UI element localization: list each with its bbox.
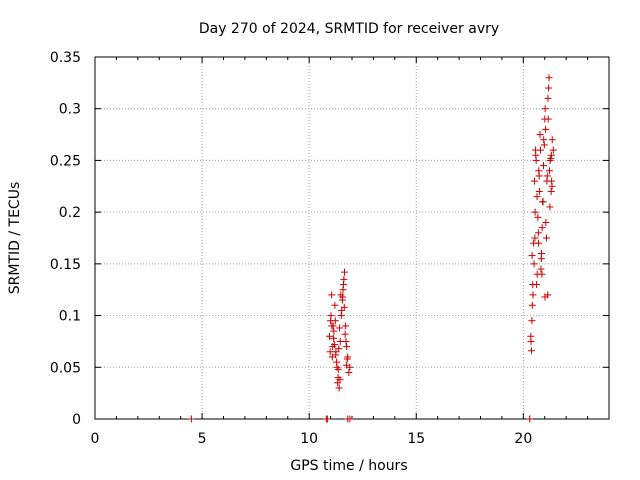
- data-point: [345, 368, 353, 376]
- data-point: [531, 208, 539, 216]
- y-tick-label: 0.35: [50, 50, 81, 66]
- data-point: [330, 341, 338, 349]
- data-point: [536, 131, 544, 139]
- data-point: [540, 141, 548, 149]
- y-tick-label: 0.25: [50, 153, 81, 169]
- data-point: [331, 317, 339, 325]
- data-point: [545, 74, 553, 82]
- chart-title: Day 270 of 2024, SRMTID for receiver avr…: [199, 21, 499, 37]
- y-tick-label: 0.2: [59, 205, 81, 221]
- data-points: [187, 74, 557, 423]
- data-point: [546, 203, 554, 211]
- data-point: [341, 268, 349, 276]
- y-axis: 0 0.05 0.1 0.15 0.2 0.25 0.3 0.35: [50, 50, 609, 428]
- data-point: [528, 252, 536, 260]
- data-point: [538, 270, 546, 278]
- data-point: [542, 218, 550, 226]
- data-point: [537, 265, 545, 273]
- y-tick-label: 0.15: [50, 257, 81, 273]
- data-point: [326, 332, 334, 340]
- x-tick-label: 5: [198, 431, 207, 447]
- data-point: [538, 224, 546, 232]
- y-tick-label: 0.1: [59, 309, 81, 325]
- data-point: [326, 348, 334, 356]
- data-point: [341, 330, 349, 338]
- data-point: [323, 415, 331, 423]
- data-point: [534, 229, 542, 237]
- data-point: [540, 136, 548, 144]
- data-point: [527, 347, 535, 355]
- data-point: [342, 361, 350, 369]
- data-point: [335, 384, 343, 392]
- data-point: [548, 136, 556, 144]
- data-point: [187, 415, 195, 423]
- data-point: [545, 167, 553, 175]
- data-point: [340, 275, 348, 283]
- data-point: [535, 172, 543, 180]
- data-point: [542, 234, 550, 242]
- data-point: [531, 234, 539, 242]
- data-point: [528, 317, 536, 325]
- data-point: [346, 415, 354, 423]
- x-tick-label: 10: [300, 431, 318, 447]
- data-point: [527, 337, 535, 345]
- data-point: [526, 415, 534, 423]
- data-point: [547, 187, 555, 195]
- y-tick-label: 0: [72, 412, 81, 428]
- data-point: [535, 239, 543, 247]
- x-tick-label: 20: [514, 431, 532, 447]
- data-point: [343, 355, 351, 363]
- data-point: [339, 286, 347, 294]
- data-point: [537, 255, 545, 263]
- data-point: [544, 115, 552, 123]
- data-point: [328, 322, 336, 330]
- data-point: [328, 291, 336, 299]
- data-point: [547, 154, 555, 162]
- grid-lines: [95, 57, 609, 419]
- x-axis-label: GPS time / hours: [290, 458, 407, 474]
- x-axis: 0 5 10 15 20: [91, 57, 589, 447]
- data-point: [327, 312, 335, 320]
- data-point: [330, 334, 338, 342]
- y-axis-label: SRMTID / TECUs: [7, 182, 23, 295]
- data-point: [343, 343, 351, 351]
- data-point: [539, 198, 547, 206]
- data-point: [336, 376, 344, 384]
- y-tick-label: 0.05: [50, 360, 81, 376]
- data-point: [539, 162, 547, 170]
- data-point: [534, 213, 542, 221]
- data-point: [336, 324, 344, 332]
- data-point: [541, 105, 549, 113]
- data-point: [529, 291, 537, 299]
- x-tick-label: 0: [91, 431, 100, 447]
- data-point: [330, 327, 338, 335]
- data-point: [332, 351, 340, 359]
- data-point: [530, 177, 538, 185]
- data-point: [544, 94, 552, 102]
- data-point: [530, 260, 538, 268]
- data-point: [535, 187, 543, 195]
- data-point: [333, 358, 341, 366]
- data-point: [541, 293, 549, 301]
- data-point: [545, 84, 553, 92]
- data-point: [548, 182, 556, 190]
- data-point: [340, 303, 348, 311]
- data-point: [342, 337, 350, 345]
- data-point: [342, 322, 350, 330]
- data-point: [334, 365, 342, 373]
- data-point: [547, 151, 555, 159]
- data-point: [528, 301, 536, 309]
- data-point: [331, 301, 339, 309]
- data-point: [529, 281, 537, 289]
- data-point: [335, 345, 343, 353]
- y-tick-label: 0.3: [59, 102, 81, 118]
- data-point: [543, 172, 551, 180]
- data-point: [339, 293, 347, 301]
- x-tick-label: 15: [407, 431, 425, 447]
- data-point: [533, 193, 541, 201]
- data-point: [542, 125, 550, 133]
- data-point: [532, 146, 540, 154]
- data-point: [549, 146, 557, 154]
